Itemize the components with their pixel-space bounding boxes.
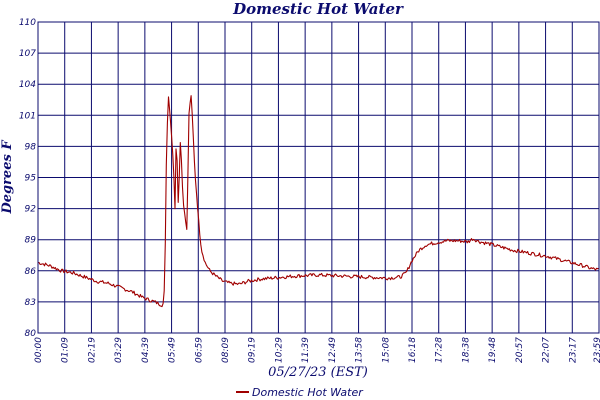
x-tick-label: 02:19 xyxy=(87,337,97,363)
x-tick-label: 01:09 xyxy=(61,337,71,363)
x-tick-label: 00:00 xyxy=(34,337,44,363)
x-tick-label: 05:49 xyxy=(168,337,178,363)
y-tick-label: 95 xyxy=(25,174,37,184)
x-tick-label: 16:18 xyxy=(408,337,418,363)
x-axis-label: 05/27/23 (EST) xyxy=(268,365,368,380)
grid xyxy=(38,21,599,334)
x-tick-label: 10:29 xyxy=(274,337,284,363)
y-tick-label: 110 xyxy=(19,18,36,28)
x-tick-label: 23:17 xyxy=(568,337,578,363)
legend-label: Domestic Hot Water xyxy=(252,386,364,399)
legend: Domestic Hot Water xyxy=(236,386,364,399)
series-line-domestic-hot-water xyxy=(37,95,599,308)
x-tick-label: 23:59 xyxy=(593,337,600,363)
x-axis-ticks: 00:00 01:09 02:19 03:29 04:39 05:49 06:59 08:09… xyxy=(34,337,600,363)
x-tick-label: 09:19 xyxy=(248,337,258,363)
x-tick-label: 20:57 xyxy=(515,337,525,363)
y-axis-ticks: 80 83 86 89 92 95 98 101 104 107 110 xyxy=(19,18,36,339)
y-tick-label: 92 xyxy=(25,205,37,215)
plot-frame xyxy=(37,21,600,334)
y-tick-label: 107 xyxy=(19,49,36,59)
x-tick-label: 03:29 xyxy=(114,337,124,363)
x-tick-label: 08:09 xyxy=(221,337,231,363)
x-tick-label: 15:08 xyxy=(381,337,391,363)
y-tick-label: 89 xyxy=(25,236,37,246)
y-tick-label: 101 xyxy=(19,111,36,121)
x-tick-label: 11:39 xyxy=(301,337,311,363)
chart-title: Domestic Hot Water xyxy=(232,0,404,18)
y-axis-label: Degrees F xyxy=(0,140,15,215)
x-tick-label: 18:38 xyxy=(461,337,471,363)
y-tick-label: 80 xyxy=(25,329,37,339)
y-tick-label: 83 xyxy=(25,298,37,308)
x-tick-label: 06:59 xyxy=(194,337,204,363)
x-tick-label: 22:07 xyxy=(542,337,552,363)
y-tick-label: 104 xyxy=(19,80,36,90)
x-tick-label: 19:48 xyxy=(488,337,498,363)
x-tick-label: 12:49 xyxy=(328,337,338,363)
x-tick-label: 17:28 xyxy=(435,337,445,363)
y-tick-label: 86 xyxy=(25,267,37,277)
y-tick-label: 98 xyxy=(25,142,37,152)
x-tick-label: 04:39 xyxy=(141,337,151,363)
x-tick-label: 13:58 xyxy=(355,337,365,363)
